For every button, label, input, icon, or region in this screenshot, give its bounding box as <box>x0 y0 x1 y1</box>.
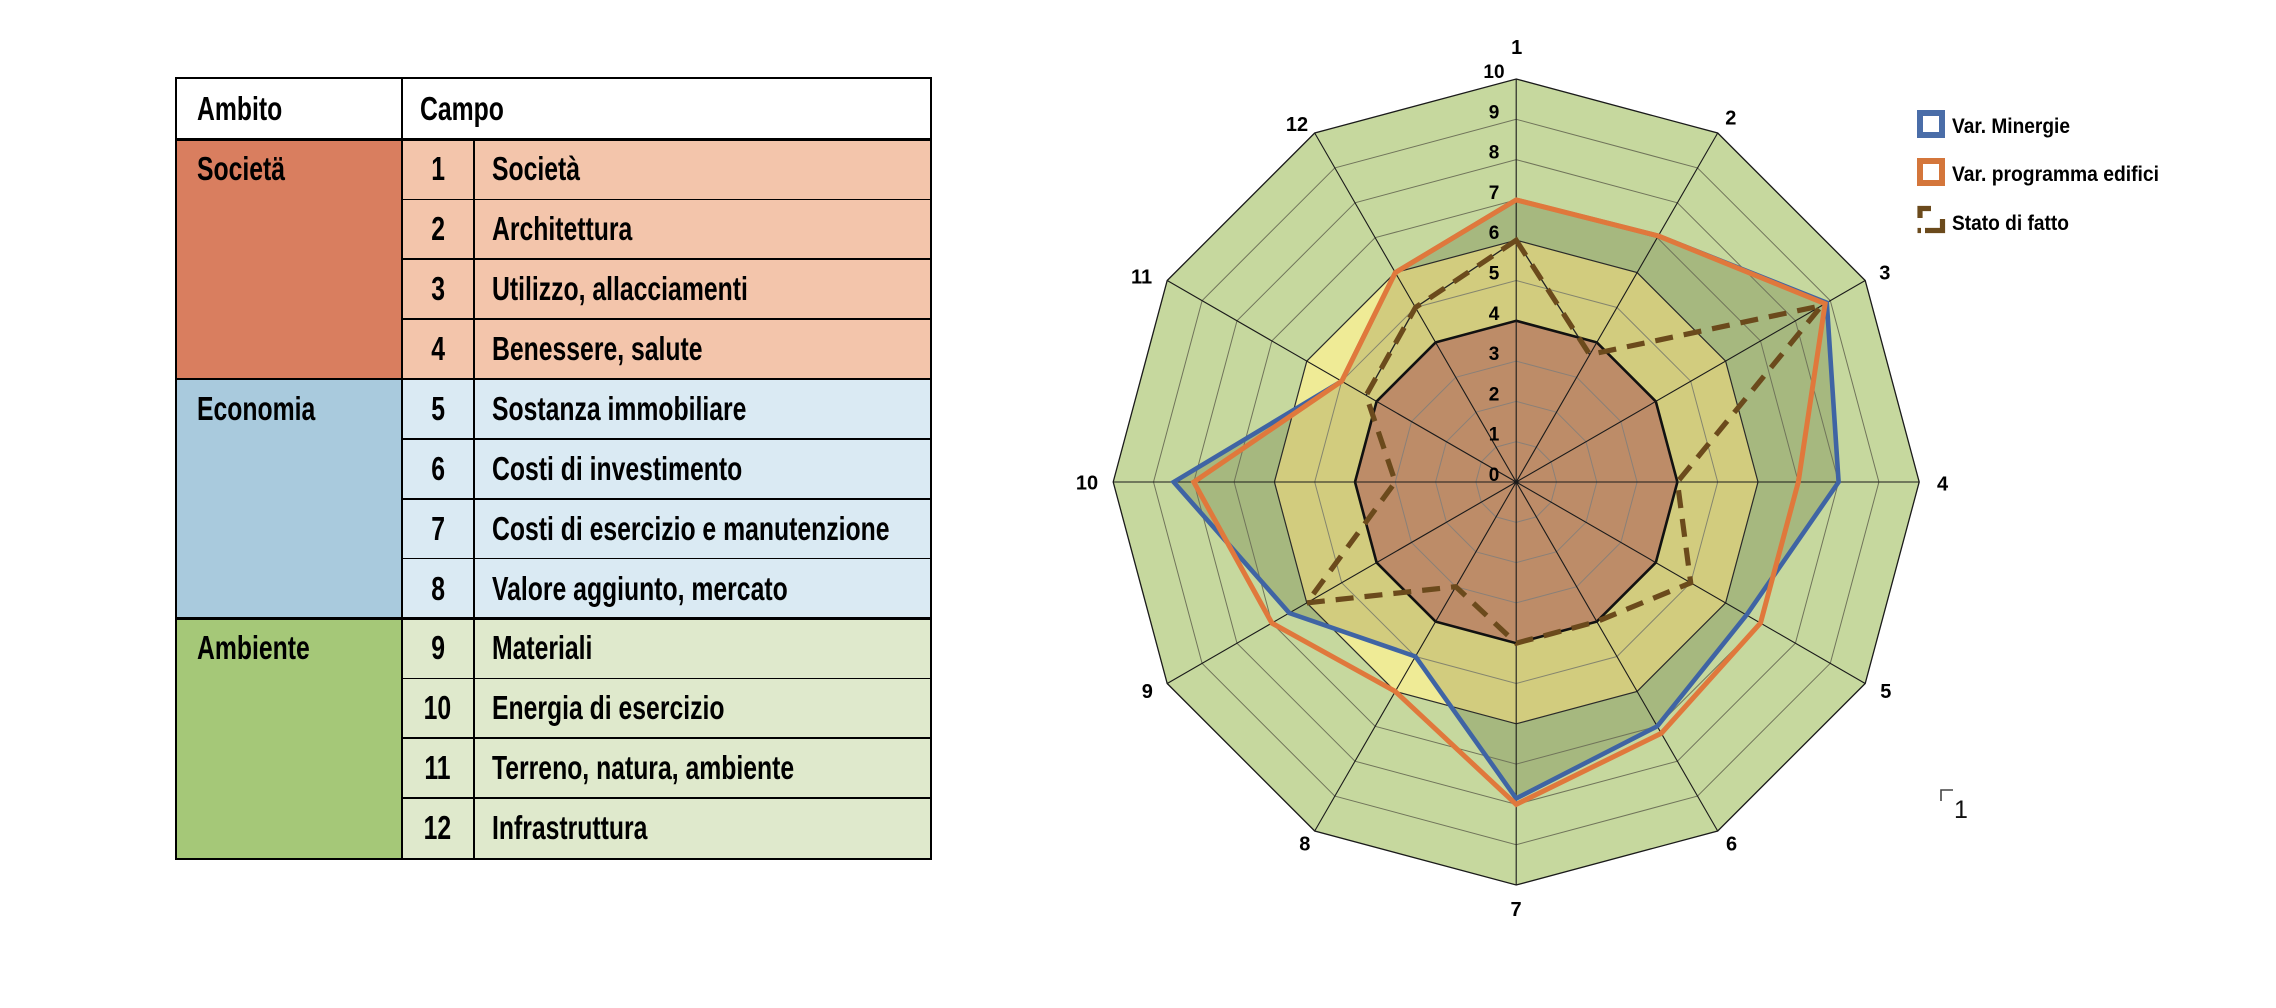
svg-text:Var. Minergie: Var. Minergie <box>1952 115 2070 138</box>
svg-text:11: 11 <box>1131 266 1152 288</box>
svg-text:0: 0 <box>1489 465 1500 486</box>
svg-text:10: 10 <box>1483 62 1504 83</box>
svg-text:12: 12 <box>1286 114 1308 136</box>
svg-text:9: 9 <box>1142 681 1153 703</box>
svg-text:9: 9 <box>1489 102 1500 123</box>
svg-text:Var. programma edifici: Var. programma edifici <box>1952 163 2159 186</box>
svg-text:8: 8 <box>1489 143 1500 164</box>
svg-text:3: 3 <box>1879 262 1890 284</box>
svg-text:5: 5 <box>1489 264 1500 285</box>
svg-text:6: 6 <box>1726 834 1737 856</box>
svg-text:1: 1 <box>1489 425 1500 446</box>
svg-text:8: 8 <box>1299 834 1310 856</box>
svg-text:2: 2 <box>1725 108 1736 130</box>
svg-text:7: 7 <box>1489 183 1500 204</box>
svg-text:2: 2 <box>1489 384 1500 405</box>
svg-text:10: 10 <box>1076 473 1098 495</box>
svg-text:1: 1 <box>1954 796 1968 824</box>
svg-text:4: 4 <box>1937 474 1949 496</box>
svg-text:6: 6 <box>1489 223 1500 244</box>
svg-text:4: 4 <box>1489 304 1500 325</box>
svg-text:Stato di fatto: Stato di fatto <box>1952 212 2069 235</box>
svg-text:7: 7 <box>1510 899 1521 921</box>
svg-text:5: 5 <box>1880 681 1891 703</box>
svg-text:3: 3 <box>1489 344 1500 365</box>
svg-text:1: 1 <box>1511 37 1522 59</box>
